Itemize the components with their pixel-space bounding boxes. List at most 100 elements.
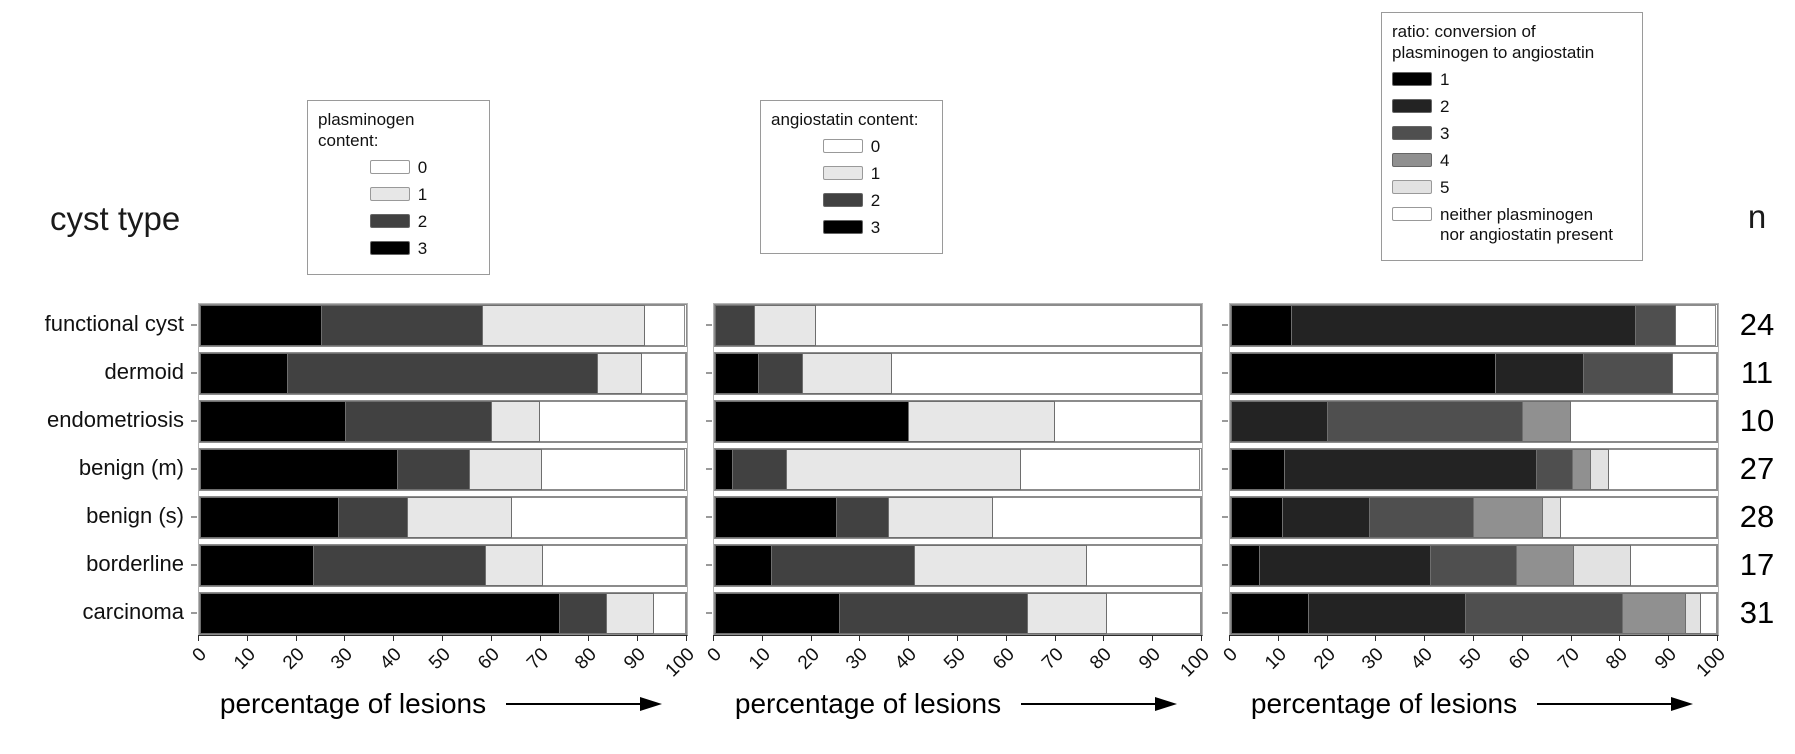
- bar-segment-plasminogen-2: [397, 449, 470, 490]
- bar-segment-ratio-2: [1495, 353, 1585, 394]
- legend-item-label: 3: [1440, 124, 1450, 143]
- y-tick: [1222, 564, 1228, 566]
- bar-segment-ratio-2: [1259, 545, 1432, 586]
- x-tick: [1570, 635, 1572, 641]
- legend-angiostatin: angiostatin content: 0 1 2 3: [760, 100, 943, 254]
- bar-segment-plasminogen-2: [314, 545, 486, 586]
- bar-segment-angiostatin-1: [755, 305, 817, 346]
- x-tick: [1473, 635, 1474, 641]
- row-label-dermoid: dermoid: [104, 359, 184, 384]
- bar-segment-ratio-1: [1231, 449, 1285, 490]
- bar-row-carcinoma: [199, 592, 687, 635]
- legend-item: 1: [1392, 70, 1632, 90]
- n-value-carcinoma: 31: [1739, 595, 1775, 630]
- bar-row-dermoid: [714, 352, 1202, 395]
- x-tick: [810, 635, 812, 641]
- bar-row-benign-s: [1230, 496, 1718, 539]
- y-tick: [1222, 612, 1228, 614]
- bar-segment-ratio-4: [1623, 593, 1686, 634]
- bar-segment-ratio-1: [1231, 353, 1496, 394]
- y-tick: [191, 564, 197, 566]
- y-tick: [1222, 516, 1228, 518]
- legend-swatch-icon: [1392, 180, 1432, 194]
- legend-swatch-icon: [822, 139, 863, 153]
- legend-item-label: 1: [870, 164, 881, 183]
- legend-swatch-icon: [1392, 99, 1432, 113]
- bar-segment-plasminogen-0: [541, 449, 686, 490]
- bar-segment-ratio-3: [1369, 497, 1474, 538]
- bar-segment-angiostatin-0: [1086, 545, 1201, 586]
- x-tick: [908, 635, 910, 641]
- bar-row-benign-s: [199, 496, 687, 539]
- legend-item-label: 3: [417, 239, 428, 258]
- legend-item-label: 5: [1440, 178, 1450, 197]
- n-column-header: n: [1747, 198, 1767, 235]
- bar-segment-angiostatin-0: [816, 305, 1201, 346]
- y-tick: [706, 564, 712, 566]
- bar-segment-angiostatin-1: [1028, 593, 1107, 634]
- legend-plasminogen: plasminogen content: 0 1 2 3: [307, 100, 490, 275]
- bar-segment-ratio-3: [1537, 449, 1574, 490]
- y-tick: [706, 468, 712, 470]
- x-axis-label-row: percentage of lesions: [713, 688, 1201, 720]
- n-value-benign-s: 28: [1739, 499, 1775, 534]
- n-value-endometriosis: 10: [1739, 403, 1775, 438]
- bar-segment-ratio-2: [1291, 305, 1636, 346]
- n-value-dermoid: 11: [1740, 355, 1774, 390]
- legend-item-label: 4: [1440, 151, 1450, 170]
- bar-segment-ratio-1: [1231, 497, 1283, 538]
- bar-segment-angiostatin-1: [915, 545, 1087, 586]
- bar-segment-ratio-neither-plasminogen-nor-angiostatin-present: [1571, 401, 1717, 442]
- legend-item: 4: [1392, 151, 1632, 171]
- bar-segment-ratio-5: [1685, 593, 1702, 634]
- bar-row-borderline: [714, 544, 1202, 587]
- legend-item: 1: [771, 164, 932, 184]
- bar-segment-angiostatin-2: [772, 545, 916, 586]
- bar-segment-angiostatin-3: [715, 353, 760, 394]
- bar-segment-angiostatin-2: [732, 449, 787, 490]
- bar-segment-plasminogen-0: [641, 353, 686, 394]
- y-tick: [706, 420, 712, 422]
- bar-segment-ratio-2: [1284, 449, 1538, 490]
- bar-segment-plasminogen-2: [321, 305, 484, 346]
- bar-segment-angiostatin-1: [786, 449, 1021, 490]
- bar-segment-angiostatin-3: [715, 401, 910, 442]
- legend-swatch-icon: [822, 193, 863, 207]
- x-tick: [1424, 635, 1426, 641]
- y-tick: [1222, 372, 1228, 374]
- bar-row-dermoid: [199, 352, 687, 395]
- bar-row-benign-m: [1230, 448, 1718, 491]
- bar-segment-plasminogen-2: [288, 353, 598, 394]
- bar-row-dermoid: [1230, 352, 1718, 395]
- legend-item: 5: [1392, 178, 1632, 198]
- bar-row-functional-cyst: [714, 304, 1202, 347]
- y-tick: [191, 324, 197, 326]
- bar-segment-ratio-1: [1231, 305, 1292, 346]
- legend-item-label: 2: [1440, 97, 1450, 116]
- y-tick: [191, 372, 197, 374]
- bar-segment-plasminogen-1: [469, 449, 542, 490]
- bar-segment-plasminogen-2: [345, 401, 492, 442]
- bar-segment-plasminogen-3: [200, 449, 398, 490]
- bar-segment-angiostatin-3: [715, 497, 837, 538]
- bar-segment-ratio-4: [1473, 497, 1544, 538]
- bar-segment-ratio-3: [1431, 545, 1517, 586]
- bar-segment-angiostatin-2: [759, 353, 804, 394]
- n-values-column: 24 11 10 27 28 17 31: [1722, 0, 1792, 754]
- n-value-borderline: 17: [1739, 547, 1775, 582]
- bar-segment-angiostatin-3: [715, 593, 841, 634]
- bar-segment-ratio-1: [1231, 593, 1310, 634]
- y-tick: [191, 420, 197, 422]
- bar-segment-angiostatin-2: [836, 497, 889, 538]
- bar-segment-plasminogen-2: [338, 497, 409, 538]
- legend-item-label: 2: [870, 191, 881, 210]
- legend-swatch-icon: [369, 241, 410, 255]
- bar-segment-plasminogen-0: [512, 497, 686, 538]
- bar-segment-plasminogen-0: [543, 545, 686, 586]
- bar-segment-ratio-neither-plasminogen-nor-angiostatin-present: [1676, 305, 1717, 346]
- legend-item-label: 1: [417, 185, 428, 204]
- bar-row-functional-cyst: [199, 304, 687, 347]
- x-tick: [442, 635, 443, 641]
- bar-segment-ratio-neither-plasminogen-nor-angiostatin-present: [1631, 545, 1717, 586]
